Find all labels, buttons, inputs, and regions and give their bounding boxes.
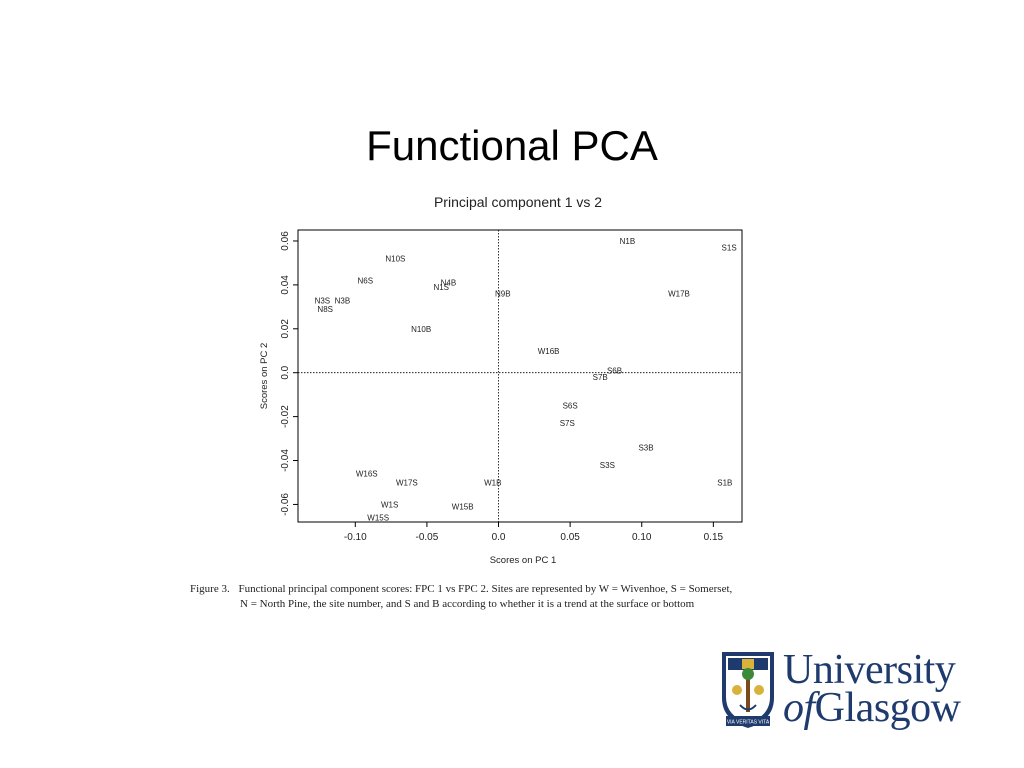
data-point-label: N9B xyxy=(495,290,511,299)
y-tick-label: 0.0 xyxy=(280,365,291,379)
data-point-label: W17B xyxy=(668,290,690,299)
data-point-label: N3B xyxy=(335,296,351,305)
data-point-label: S3S xyxy=(600,461,615,470)
x-tick-label: 0.10 xyxy=(632,532,652,543)
y-tick-label: 0.06 xyxy=(280,231,291,251)
data-point-label: N6S xyxy=(358,276,374,285)
data-point-label: N4B xyxy=(441,279,457,288)
x-tick-label: -0.05 xyxy=(416,532,439,543)
x-tick-label: 0.15 xyxy=(704,532,724,543)
caption-figure-label: Figure 3. xyxy=(190,583,230,595)
data-point-label: W1S xyxy=(381,500,398,509)
data-point-label: S6B xyxy=(607,367,622,376)
data-point-label: W17S xyxy=(396,478,418,487)
y-axis: -0.06 -0.04 -0.02 0.0 0.02 0.04 0.06 xyxy=(280,231,298,516)
data-point-label: N1S xyxy=(433,283,449,292)
caption-line-2: N = North Pine, the site number, and S a… xyxy=(240,598,695,610)
y-axis-label: Scores on PC 2 xyxy=(259,343,270,410)
data-point-label: W15B xyxy=(452,503,474,512)
slide-title: Functional PCA xyxy=(366,122,658,169)
data-point-label: N10S xyxy=(385,255,405,264)
data-point-label: N10B xyxy=(411,325,431,334)
y-tick-label: 0.04 xyxy=(280,275,291,295)
reference-lines xyxy=(298,230,742,522)
logo-text-of-glasgow: ofGlasgow xyxy=(783,686,961,730)
figure-caption: Figure 3. Functional principal component… xyxy=(190,582,830,612)
y-tick-label: 0.02 xyxy=(280,319,291,339)
logo-text-of: of xyxy=(783,685,815,731)
data-point-label: S7S xyxy=(560,419,575,428)
data-point-label: S1S xyxy=(722,244,737,253)
caption-line-1: Functional principal component scores: F… xyxy=(238,583,733,595)
data-point-label: W16B xyxy=(538,347,560,356)
x-tick-label: 0.0 xyxy=(492,532,506,543)
chart-title: Principal component 1 vs 2 xyxy=(434,194,602,210)
data-point-label: S7B xyxy=(593,373,608,382)
pca-scatter-chart: Principal component 1 vs 2 -0.10 -0.05 0.0… xyxy=(259,194,743,566)
x-axis-label: Scores on PC 1 xyxy=(490,555,557,566)
data-point-label: N3S xyxy=(315,296,331,305)
data-point-label: S1B xyxy=(717,478,732,487)
y-tick-label: -0.06 xyxy=(280,493,291,516)
plot-frame xyxy=(297,229,743,523)
y-tick-label: -0.04 xyxy=(280,449,291,472)
logo-text-glasgow: Glasgow xyxy=(814,685,961,731)
data-point-label: W15S xyxy=(367,514,389,523)
logo-text-university: University xyxy=(783,647,956,693)
x-axis: -0.10 -0.05 0.0 0.05 0.10 0.15 xyxy=(344,522,724,543)
y-tick-label: -0.02 xyxy=(280,405,291,428)
x-tick-label: 0.05 xyxy=(560,532,580,543)
data-point-label: N1B xyxy=(620,237,636,246)
x-tick-label: -0.10 xyxy=(344,532,367,543)
data-point-label: N8S xyxy=(317,305,333,314)
data-point-label: W16S xyxy=(356,470,378,479)
university-of-glasgow-logo: VIA VERITAS VITA University ofGlasgow xyxy=(720,648,980,732)
university-crest-icon: VIA VERITAS VITA xyxy=(722,652,774,728)
data-point-label: W1B xyxy=(484,478,501,487)
data-point-label: S3B xyxy=(638,443,653,452)
data-point-label: S6S xyxy=(563,402,578,411)
logo-motto: VIA VERITAS VITA xyxy=(727,720,770,726)
